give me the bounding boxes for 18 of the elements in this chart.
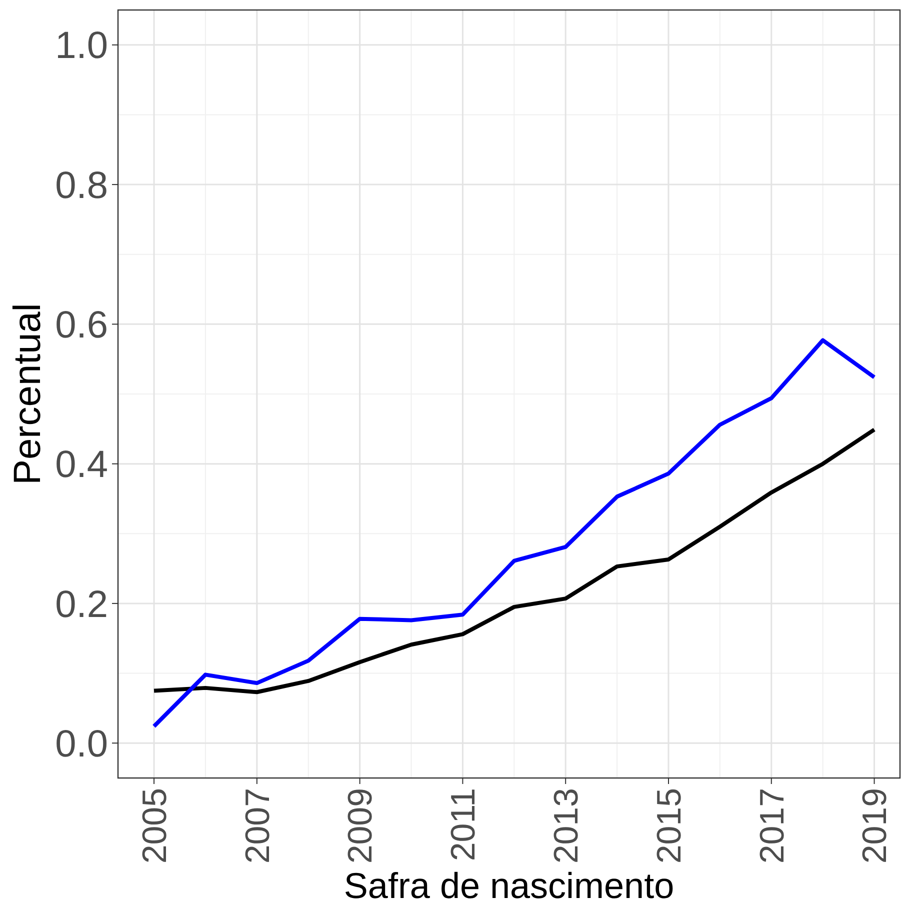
y-tick-label: 0.6 (55, 304, 108, 346)
x-tick-label: 2005 (136, 788, 174, 864)
y-tick-label: 0.0 (55, 723, 108, 766)
x-axis-title: Safra de nascimento (344, 865, 674, 906)
line-series (152, 428, 876, 694)
x-tick-label: 2007 (238, 788, 277, 864)
x-tick-label: 2019 (856, 788, 894, 864)
y-tick-label: 0.4 (55, 444, 108, 486)
y-tick-label: 1.0 (55, 25, 108, 68)
y-axis-title: Percentual (7, 303, 49, 485)
x-tick-label: 2013 (547, 788, 586, 864)
x-tick-label: 2009 (342, 788, 380, 864)
x-tick-label: 2011 (444, 788, 483, 862)
line-series (152, 338, 876, 728)
x-tick-label: 2015 (650, 788, 688, 864)
y-tick-label: 0.2 (55, 584, 108, 626)
y-tick-label: 0.8 (55, 164, 108, 207)
x-tick-label: 2017 (753, 788, 792, 864)
